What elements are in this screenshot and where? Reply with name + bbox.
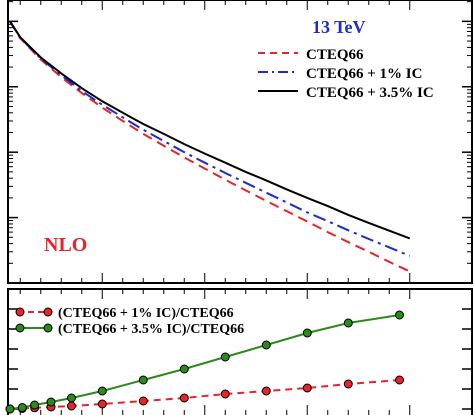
lower-series-0-point: [261, 386, 271, 396]
order-annotation: NLO: [44, 234, 87, 256]
lower-series-0-point: [220, 389, 230, 399]
lower-series-1-point: [343, 318, 353, 328]
lower-series-1-point: [5, 404, 15, 414]
lower-series-0-point: [67, 401, 76, 411]
upper-legend: CTEQ66 CTEQ66 + 1% IC CTEQ66 + 3.5% IC: [258, 47, 434, 101]
lower-legend: (CTEQ66 + 1% IC)/CTEQ66 (CTEQ66 + 3.5% I…: [15, 306, 244, 337]
lower-series-group: [5, 310, 404, 414]
legend-marker-ratio-1ic-a: [15, 307, 25, 317]
lower-panel-frame: [7, 288, 473, 415]
lower-series-1-point: [220, 352, 230, 362]
lower-series-1-point: [17, 403, 27, 412]
lower-series-1-point: [261, 340, 271, 350]
lower-series-0-point: [138, 396, 148, 406]
lower-series-1-point: [30, 400, 40, 410]
legend-label-ratio-35ic: (CTEQ66 + 3.5% IC)/CTEQ66: [58, 322, 244, 337]
upper-series-line-1: [9, 20, 411, 257]
legend-label-cteq66: CTEQ66: [306, 47, 364, 63]
lower-series-1-point: [395, 310, 404, 320]
lower-series-0-point: [97, 399, 107, 409]
upper-series-line-0: [9, 20, 411, 273]
lower-series-0-point: [343, 379, 353, 389]
upper-axis-ticks: [8, 0, 472, 284]
lower-series-0-point: [395, 375, 404, 385]
legend-marker-ratio-35ic-a: [15, 323, 25, 333]
lower-series-0-point: [179, 393, 189, 403]
lower-series-1-point: [67, 393, 76, 403]
legend-label-ratio-1ic: (CTEQ66 + 1% IC)/CTEQ66: [58, 306, 234, 321]
legend-marker-ratio-35ic-b: [43, 323, 53, 333]
upper-panel-frame: [7, 0, 473, 284]
legend-label-cteq66-35ic: CTEQ66 + 3.5% IC: [306, 85, 434, 101]
lower-series-1-point: [302, 328, 312, 338]
lower-series-1-point: [179, 364, 189, 374]
upper-series-line-2: [9, 20, 411, 240]
legend-label-cteq66-1ic: CTEQ66 + 1% IC: [306, 66, 422, 82]
lower-series-1-point: [46, 397, 56, 407]
energy-annotation: 13 TeV: [312, 17, 366, 37]
lower-axis-ticks: [8, 288, 472, 415]
lower-series-1-point: [97, 386, 107, 396]
lower-series-0-point: [302, 383, 312, 393]
lower-series-1-point: [138, 375, 148, 385]
legend-marker-ratio-1ic-b: [43, 307, 53, 317]
upper-series-group: [9, 20, 411, 273]
